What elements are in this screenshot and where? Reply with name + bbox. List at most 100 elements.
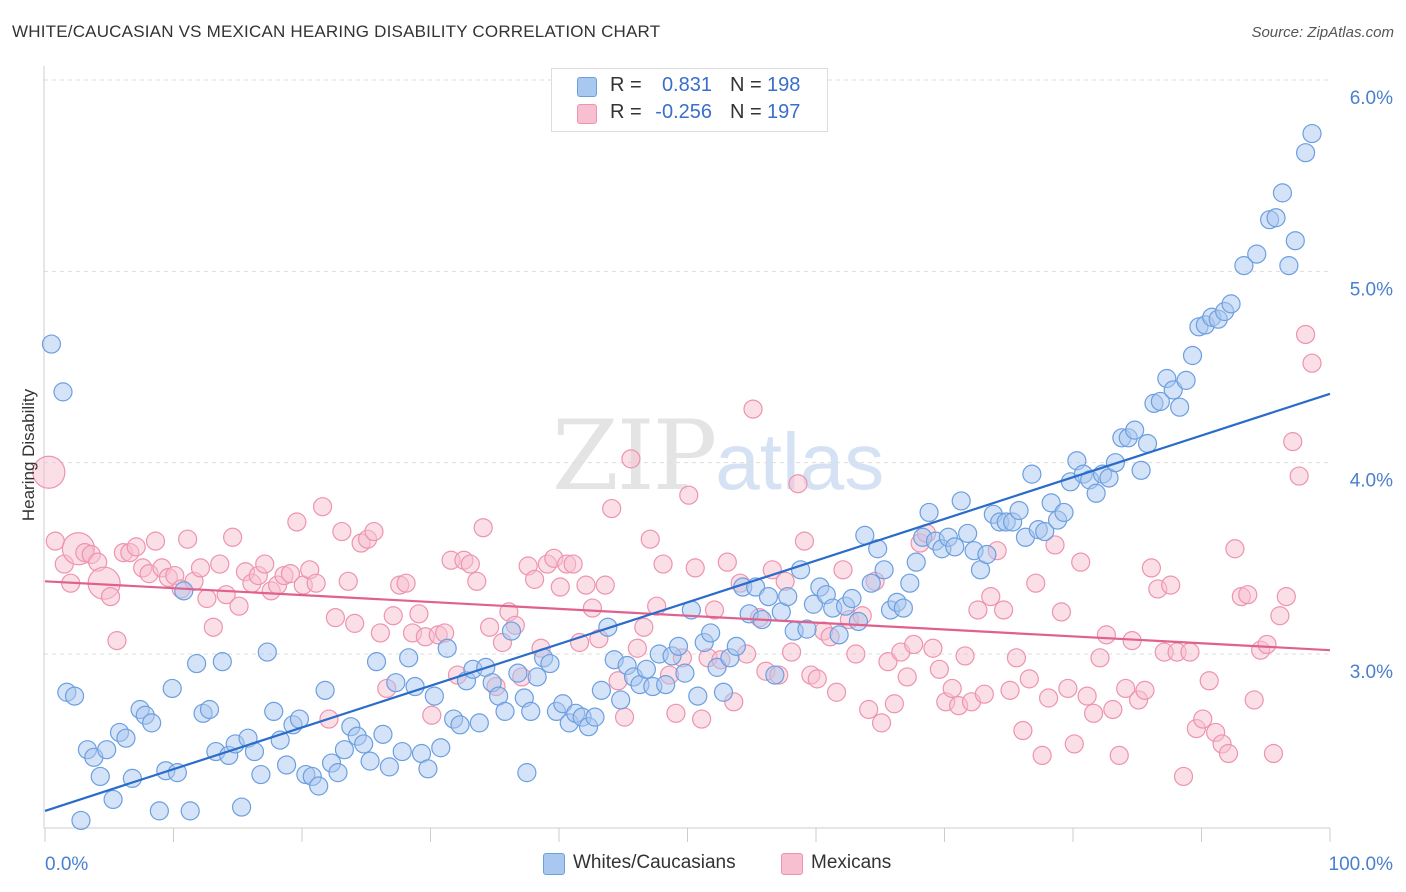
mexican-point <box>332 521 352 542</box>
white-point <box>1009 500 1029 521</box>
white-point <box>212 652 232 672</box>
mexican-point <box>859 699 879 720</box>
white-point <box>1086 483 1106 503</box>
white-point <box>354 734 374 754</box>
white-point <box>418 759 438 779</box>
white-point <box>1150 391 1170 412</box>
mexican-point <box>602 498 622 519</box>
mexican-point <box>1199 671 1219 691</box>
mexicans-points <box>32 324 1322 787</box>
white-point <box>1163 380 1183 400</box>
white-point <box>893 598 913 618</box>
y-axis-title: Hearing Disability <box>19 388 38 521</box>
mexican-point <box>1225 539 1245 559</box>
mexican-point <box>595 575 615 595</box>
white-point <box>945 537 965 557</box>
mexican-point <box>1013 720 1033 741</box>
mexican-point <box>871 713 892 733</box>
mexican-point <box>312 497 333 517</box>
mexican-point <box>1218 743 1239 764</box>
white-point <box>167 763 187 783</box>
mexican-point <box>833 560 853 580</box>
mexican-point <box>704 600 725 620</box>
mexican-point <box>1283 432 1303 452</box>
mexican-point <box>550 577 570 597</box>
mexican-point <box>621 449 641 469</box>
white-point <box>276 755 297 775</box>
white-point <box>373 724 393 744</box>
white-point <box>162 678 182 699</box>
mexican-point <box>1263 743 1284 764</box>
mexican-point <box>1161 575 1181 595</box>
white-point <box>257 642 277 662</box>
mexican-point <box>1302 353 1322 373</box>
mexican-point <box>923 638 943 658</box>
mexican-point <box>1135 680 1155 700</box>
mexican-point <box>280 564 301 584</box>
mexican-point <box>32 455 66 489</box>
mexican-point <box>524 569 545 589</box>
mexican-point <box>338 571 358 591</box>
mexican-point <box>1173 766 1194 787</box>
white-point <box>64 686 85 706</box>
tick-labels: 3.0% 4.0% 5.0% 6.0% 0.0% 100.0% Hearing Disabi… <box>19 88 1393 875</box>
mexican-point <box>345 613 365 633</box>
white-point <box>469 713 489 733</box>
mexican-point <box>1026 573 1046 593</box>
white-point <box>1022 464 1042 484</box>
white-point <box>861 573 881 593</box>
white-point <box>97 740 117 760</box>
white-point <box>842 588 862 609</box>
white-point <box>611 690 631 710</box>
white-point <box>919 502 939 523</box>
white-point <box>501 621 522 641</box>
white-point <box>797 619 817 639</box>
mexican-point <box>100 586 121 607</box>
white-point <box>71 810 91 831</box>
mexican-point <box>460 554 480 574</box>
mexican-point <box>1193 709 1213 729</box>
legend-swatch-whites <box>577 77 597 97</box>
mexican-point <box>383 606 403 626</box>
white-point <box>668 636 689 656</box>
white-point <box>900 573 920 593</box>
white-point <box>829 625 849 645</box>
white-point <box>386 673 406 693</box>
white-point <box>1272 183 1293 203</box>
mexican-point <box>1032 745 1052 766</box>
white-point <box>41 334 62 354</box>
axes <box>43 66 1331 842</box>
white-point <box>1054 502 1074 523</box>
white-point <box>232 797 252 817</box>
mexican-point <box>197 588 217 609</box>
mexican-point <box>364 521 384 542</box>
white-point <box>1170 397 1190 417</box>
white-point <box>187 653 207 674</box>
white-point <box>906 552 926 572</box>
legend-n-value: 198 <box>767 74 801 96</box>
white-point <box>656 675 676 695</box>
mexican-point <box>807 669 827 689</box>
mexican-point <box>45 531 65 551</box>
white-point <box>765 665 785 685</box>
white-point <box>778 586 798 607</box>
white-point <box>116 728 136 748</box>
mexican-point <box>1071 552 1091 572</box>
y-tick-label: 3.0% <box>1350 662 1393 683</box>
white-point <box>1295 143 1316 163</box>
mexican-point <box>473 518 493 538</box>
legend-n-label: N = <box>730 101 762 123</box>
white-point <box>707 657 727 677</box>
mexican-point <box>794 531 815 551</box>
mexican-point <box>1109 745 1129 766</box>
mexican-point <box>955 646 975 666</box>
bottom-legend-swatch-whites <box>543 853 565 875</box>
mexican-point <box>1295 324 1316 345</box>
white-point <box>1125 420 1145 440</box>
bottom-legend-label-whites: Whites/Caucasians <box>573 852 736 873</box>
legend: R = 0.831 N = 198 R = -0.256 N = 197 <box>551 68 828 132</box>
mexican-point <box>1103 699 1123 720</box>
mexican-point <box>627 638 647 658</box>
white-point <box>688 686 708 706</box>
mexican-point <box>884 694 904 714</box>
